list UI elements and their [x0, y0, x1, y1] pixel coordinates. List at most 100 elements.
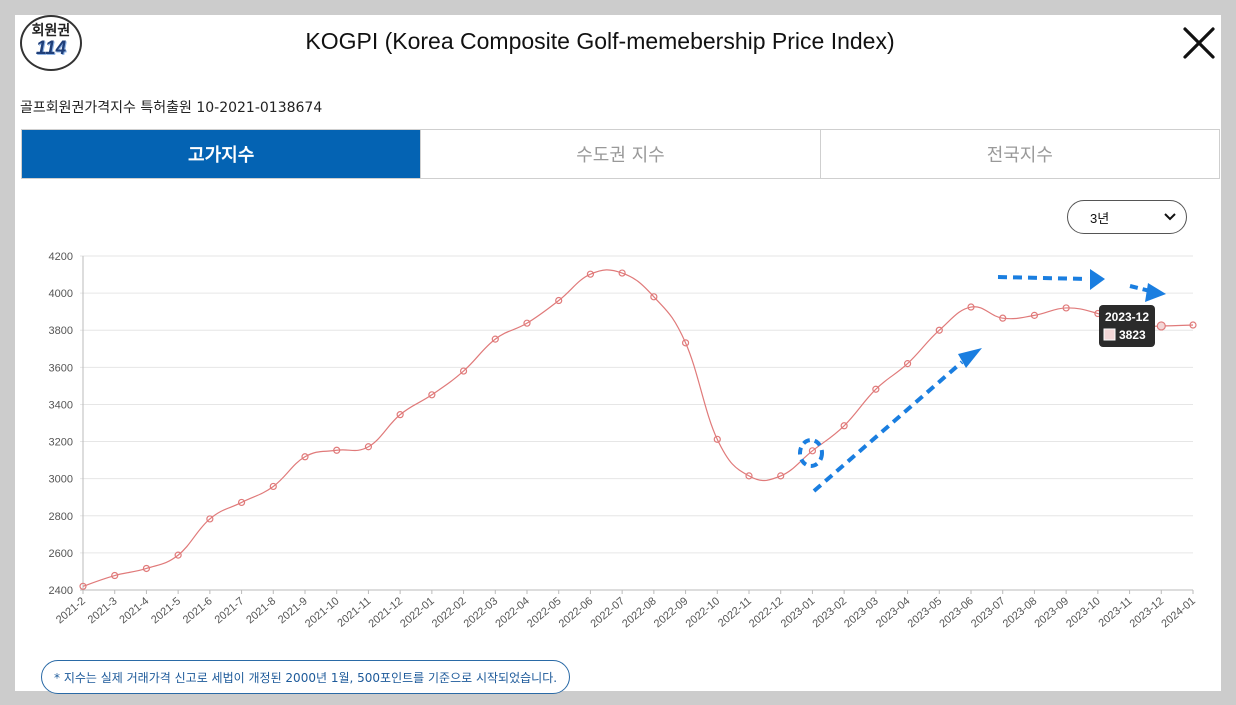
data-point	[364, 443, 373, 451]
data-point	[999, 314, 1007, 322]
data-point	[872, 385, 880, 393]
data-point	[237, 498, 246, 507]
x-tick-label: 2022-12	[747, 595, 786, 630]
page-title: KOGPI (Korea Composite Golf-memebership …	[305, 28, 895, 54]
logo-text-top: 회원권	[31, 23, 71, 39]
y-tick-label: 3400	[49, 399, 73, 411]
x-tick-label: 2022-08	[620, 595, 659, 630]
data-point	[396, 411, 404, 419]
data-point	[1189, 321, 1197, 329]
annotation-arrowhead-down	[1145, 283, 1166, 302]
y-tick-label: 4200	[49, 251, 73, 263]
x-tick-label: 2023-08	[1001, 595, 1040, 630]
annotation-arrow-flat	[997, 275, 1089, 281]
x-tick-label: 2022-09	[652, 595, 691, 630]
x-tick-label: 2021-10	[303, 595, 342, 630]
x-axis-ticks: 2021-22021-32021-42021-52021-62021-72021…	[54, 590, 1198, 630]
tooltip-value: 3823	[1119, 328, 1146, 342]
data-point	[745, 472, 753, 480]
y-tick-label: 2800	[49, 511, 73, 523]
close-icon	[1183, 27, 1215, 59]
series-line	[82, 269, 1194, 587]
annotation-circle	[798, 438, 824, 468]
series-points	[79, 269, 1197, 590]
annotation-arrow-down	[1129, 284, 1151, 293]
data-point	[1030, 311, 1039, 319]
tab-national-index[interactable]: 전국지수	[819, 130, 1219, 178]
data-point	[935, 326, 943, 334]
data-point	[111, 571, 119, 580]
data-point	[1156, 321, 1166, 331]
data-point	[301, 453, 309, 461]
tooltip-label: 2023-12	[1105, 310, 1149, 324]
data-point	[618, 269, 626, 277]
data-point	[1062, 304, 1070, 312]
x-tick-label: 2023-06	[937, 595, 976, 630]
data-tooltip: 2023-12 3823	[1099, 305, 1155, 347]
brand-logo: 회원권 114	[20, 15, 82, 71]
data-point	[523, 319, 531, 327]
x-tick-label: 2023-09	[1032, 595, 1071, 630]
data-point	[79, 582, 87, 590]
y-tick-label: 2400	[49, 585, 73, 597]
period-select-value: 3년	[1090, 210, 1110, 226]
x-tick-label: 2021-8	[244, 595, 278, 626]
x-tick-label: 2023-07	[969, 595, 1008, 630]
x-tick-label: 2021-2	[54, 595, 88, 626]
x-tick-label: 2022-05	[525, 595, 564, 630]
tab-metro-index[interactable]: 수도권 지수	[420, 130, 819, 178]
kogpi-modal: 회원권 114 KOGPI (Korea Composite Golf-meme…	[15, 15, 1221, 694]
data-point	[681, 339, 690, 347]
data-point	[840, 422, 848, 430]
x-tick-label: 2022-06	[557, 595, 596, 630]
x-tick-label: 2021-11	[335, 595, 373, 630]
x-tick-label: 2021-12	[366, 595, 405, 630]
x-tick-label: 2022-07	[588, 595, 627, 630]
data-point	[491, 335, 499, 343]
data-point	[206, 515, 214, 523]
data-point	[142, 564, 151, 573]
line-chart: 2400 2600 2800 3000 3200 3400 3600 3800 4000 4200…	[49, 251, 1198, 630]
y-tick-label: 3000	[49, 474, 73, 486]
data-point	[586, 270, 595, 278]
x-tick-label: 2023-10	[1064, 595, 1103, 630]
y-tick-label: 3600	[49, 362, 73, 374]
x-tick-label: 2023-05	[906, 595, 945, 630]
x-tick-label: 2023-01	[779, 595, 818, 630]
period-select[interactable]: 3년	[1067, 200, 1187, 234]
data-point	[650, 293, 658, 301]
x-tick-label: 2023-03	[842, 595, 881, 630]
y-tick-label: 2600	[49, 548, 73, 560]
y-tick-label: 3800	[49, 325, 73, 337]
data-point	[428, 391, 436, 399]
x-tick-label: 2024-01	[1159, 595, 1198, 630]
tab-high-price-index[interactable]: 고가지수	[22, 130, 421, 178]
data-point	[269, 482, 277, 491]
data-point	[555, 296, 563, 305]
x-tick-label: 2021-7	[213, 595, 247, 626]
x-tick-label: 2023-04	[874, 595, 913, 630]
annotation-arrows	[798, 269, 1166, 493]
data-point	[713, 435, 721, 443]
data-point	[903, 360, 912, 368]
annotation-arrowhead-flat	[1090, 269, 1105, 290]
x-tick-label: 2022-02	[430, 595, 469, 630]
data-point	[459, 367, 468, 375]
x-tick-label: 2022-10	[684, 595, 723, 630]
annotation-arrowhead-up	[958, 348, 982, 368]
x-tick-label: 2023-12	[1128, 595, 1167, 630]
data-point	[333, 446, 341, 454]
data-point	[967, 303, 975, 311]
chart-grid	[80, 255, 1193, 591]
logo-text-number: 114	[35, 38, 67, 59]
patent-subtitle: 골프회원권가격지수 특허출원 10-2021-0138674	[20, 100, 323, 116]
data-point	[174, 551, 182, 559]
x-tick-label: 2021-4	[117, 595, 151, 626]
x-tick-label: 2022-04	[493, 595, 532, 630]
data-point	[777, 472, 785, 480]
x-tick-label: 2021-5	[149, 595, 183, 626]
close-button[interactable]	[1179, 23, 1219, 63]
index-tabs: 고가지수 수도권 지수 전국지수	[21, 129, 1220, 179]
y-tick-label: 4000	[49, 288, 73, 300]
y-axis-ticks: 2400 2600 2800 3000 3200 3400 3600 3800 4000 4200	[49, 251, 73, 597]
